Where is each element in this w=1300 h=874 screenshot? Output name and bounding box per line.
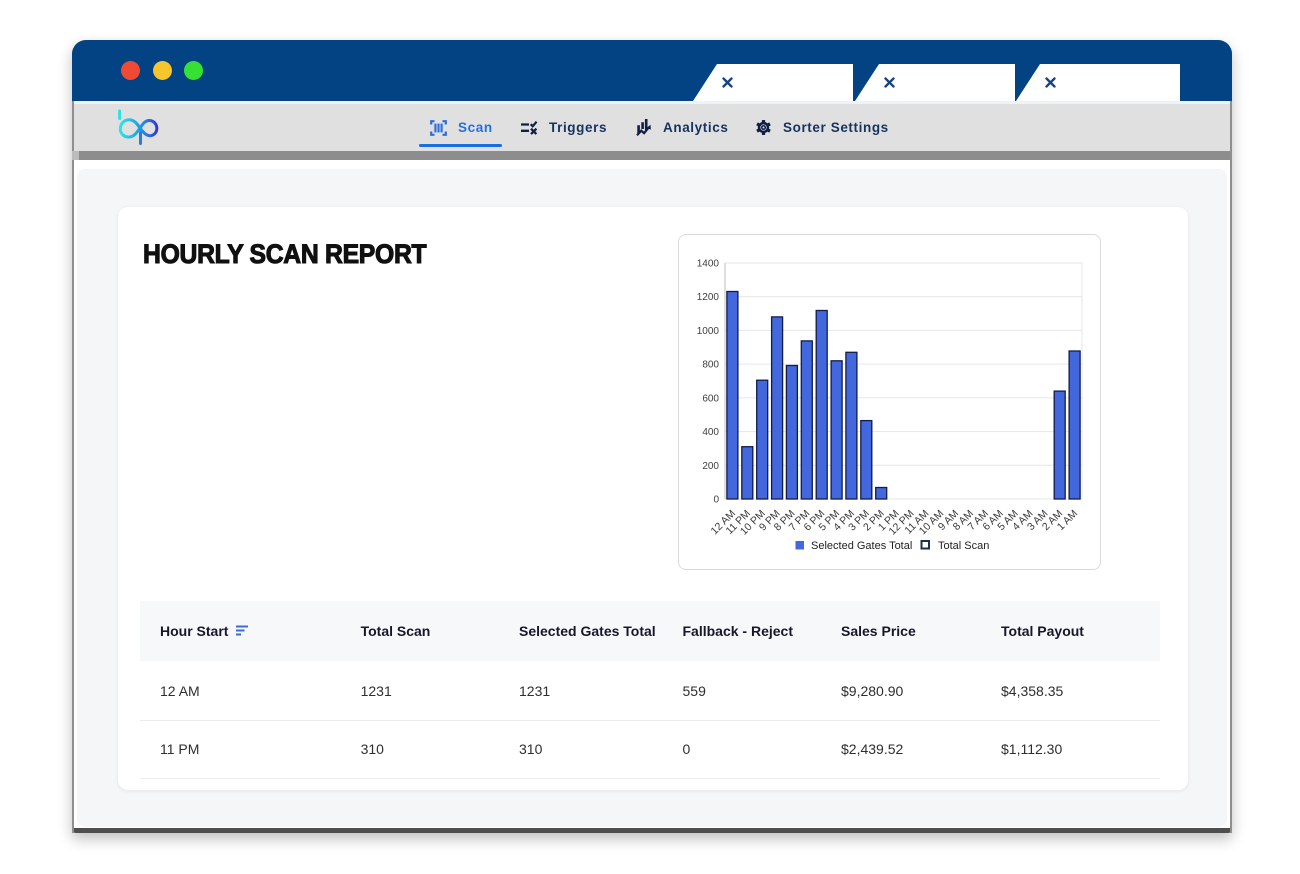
svg-text:Selected Gates Total: Selected Gates Total	[811, 540, 912, 552]
svg-text:Total Scan: Total Scan	[938, 540, 989, 552]
svg-text:200: 200	[702, 461, 719, 472]
svg-text:600: 600	[702, 393, 719, 404]
svg-text:0: 0	[713, 495, 719, 506]
svg-text:400: 400	[702, 427, 719, 438]
svg-text:1200: 1200	[697, 292, 720, 303]
svg-text:800: 800	[702, 360, 719, 371]
svg-text:1400: 1400	[697, 259, 720, 270]
svg-text:1000: 1000	[697, 326, 720, 337]
